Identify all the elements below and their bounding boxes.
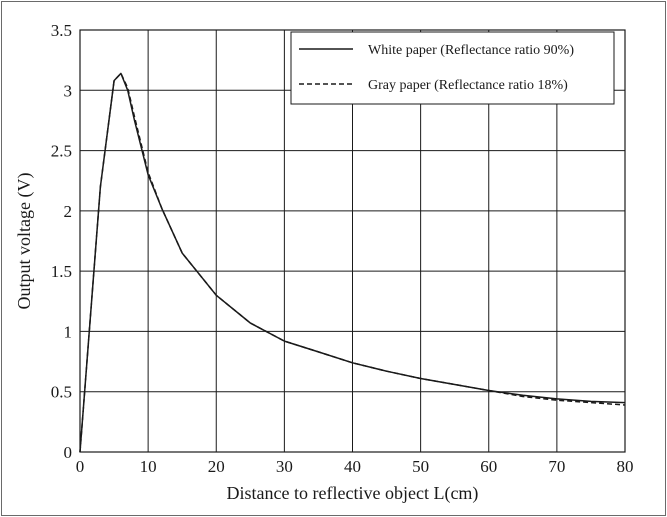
x-tick-label: 20 [208, 457, 225, 476]
x-tick-label: 10 [140, 457, 157, 476]
plot-area-border [79, 29, 626, 453]
y-tick-label: 0.5 [51, 383, 72, 402]
y-tick-label: 3 [64, 81, 73, 100]
x-tick-label: 30 [276, 457, 293, 476]
legend-label-white-paper: White paper (Reflectance ratio 90%) [368, 43, 574, 58]
x-tick-label: 70 [548, 457, 565, 476]
y-axis-ticks: 0 0.5 1 1.5 2 2.5 3 3.5 [51, 21, 72, 462]
y-axis-title: Output voltage (V) [14, 173, 35, 310]
x-tick-label: 60 [480, 457, 497, 476]
legend-box [290, 31, 615, 105]
y-tick-label: 3.5 [51, 21, 72, 40]
series-lines [79, 72, 626, 453]
x-axis-ticks: 0 10 20 30 40 50 60 70 80 [76, 457, 634, 476]
x-tick-label: 50 [412, 457, 429, 476]
series-line-gray-paper [79, 72, 626, 453]
legend-label-gray-paper: Gray paper (Reflectance ratio 18%) [368, 78, 568, 93]
x-tick-label: 80 [617, 457, 634, 476]
y-tick-label: 0 [64, 443, 73, 462]
x-tick-label: 0 [76, 457, 85, 476]
y-tick-label: 1 [64, 322, 73, 341]
y-tick-label: 2.5 [51, 142, 72, 161]
y-tick-label: 1.5 [51, 262, 72, 281]
legend: White paper (Reflectance ratio 90%) Gray… [290, 31, 615, 105]
y-tick-label: 2 [64, 202, 73, 221]
x-tick-label: 40 [344, 457, 361, 476]
x-axis-title: Distance to reflective object L(cm) [227, 483, 479, 504]
